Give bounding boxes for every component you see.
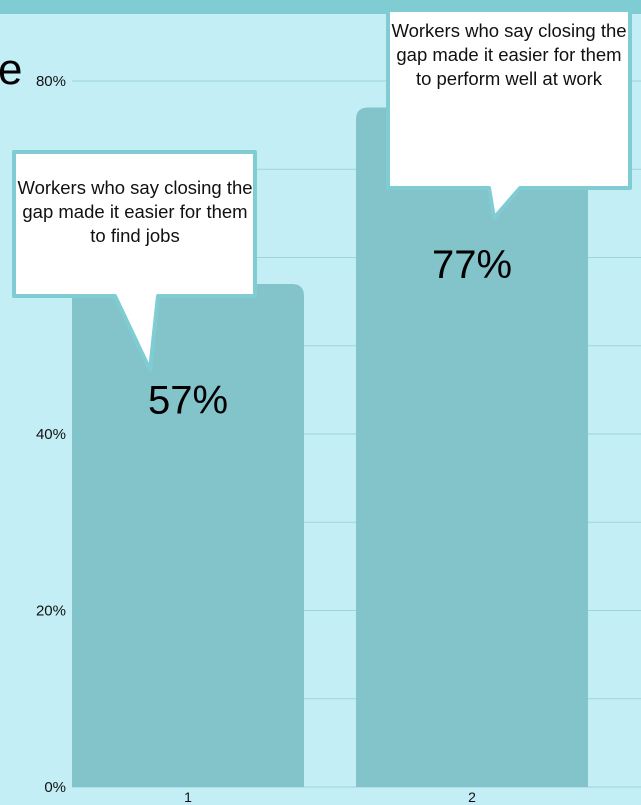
bar-value-label-2: 77% bbox=[432, 243, 512, 287]
y-tick-label-2: 40% bbox=[36, 426, 66, 443]
title-fragment: e bbox=[0, 45, 23, 94]
y-tick-label-0: 0% bbox=[44, 779, 66, 796]
bars: 57% 77% bbox=[72, 107, 588, 788]
callout-text-2: Workers who say closing the gap made it … bbox=[391, 20, 627, 89]
x-tick-label-2: 2 bbox=[468, 789, 476, 805]
bar-value-label-1: 57% bbox=[148, 379, 228, 423]
y-tick-label-3: 80% bbox=[36, 73, 66, 90]
axis-labels: 0% 20% 40% 80% 1 2 bbox=[36, 73, 476, 805]
x-tick-label-1: 1 bbox=[184, 789, 192, 805]
callout-text-1: Workers who say closing the gap made it … bbox=[17, 177, 253, 246]
y-tick-label-1: 20% bbox=[36, 603, 66, 620]
bar-2 bbox=[356, 107, 588, 788]
bar-1 bbox=[72, 283, 304, 787]
